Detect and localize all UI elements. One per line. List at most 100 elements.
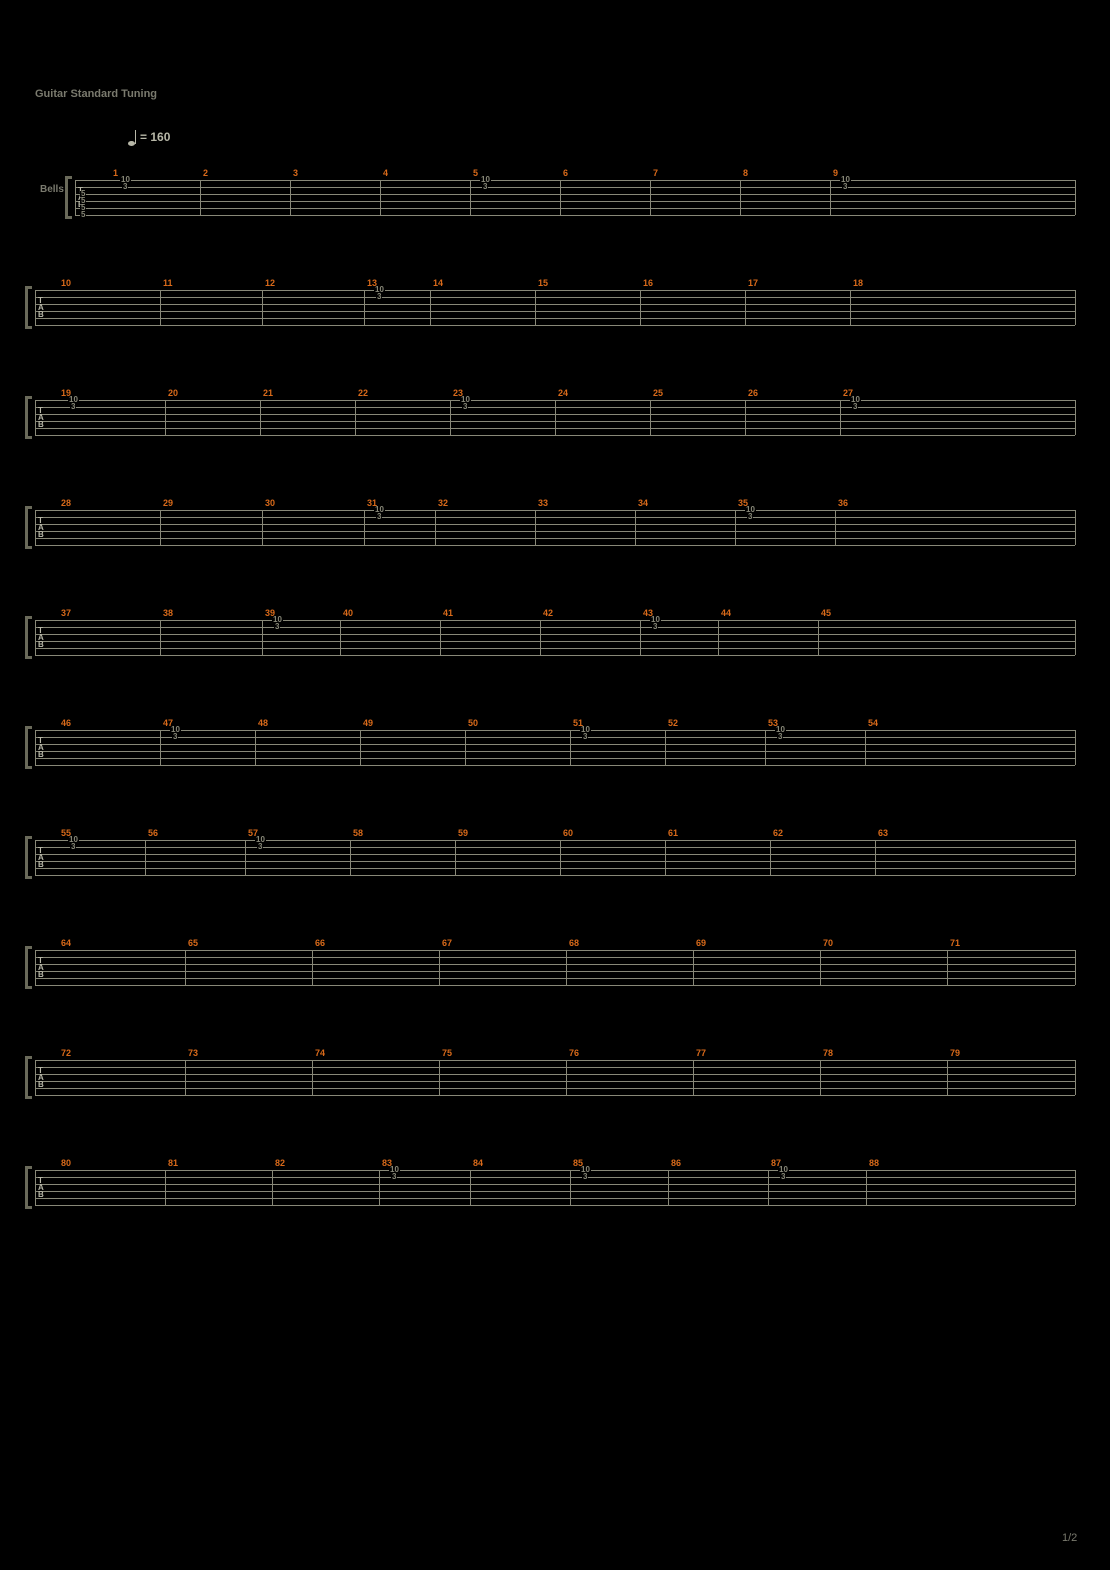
staff-line [35,957,1075,958]
staff-line [75,194,1075,195]
barline [1075,840,1076,875]
barline [340,620,341,655]
tab-clef: TAB [38,517,44,538]
bar-number: 69 [696,938,706,948]
bar-number: 59 [458,828,468,838]
staff-line [35,1067,1075,1068]
staff-line [35,1081,1075,1082]
bar-number: 3 [293,168,298,178]
barline [200,180,201,215]
barline [865,730,866,765]
barline [745,400,746,435]
barline [160,510,161,545]
barline [560,840,561,875]
staff-line [35,985,1075,986]
staff-line [35,1198,1075,1199]
barline [650,400,651,435]
barline [947,950,948,985]
fret-number: 3 [391,1174,397,1180]
barline [145,840,146,875]
barline [770,840,771,875]
system-bracket [25,616,32,659]
tab-clef: TAB [38,1177,44,1198]
bar-number: 50 [468,718,478,728]
bar-number: 60 [563,828,573,838]
system-bracket [25,946,32,989]
staff-line [35,641,1075,642]
staff-line [35,730,1075,731]
staff-line [35,318,1075,319]
barline [718,620,719,655]
barline [665,730,666,765]
barline [668,1170,669,1205]
barline [947,1060,948,1095]
tab-system: TAB101112131031415161718 [0,275,1110,340]
bar-number: 46 [61,718,71,728]
bar-number: 67 [442,938,452,948]
tab-system: TAB7273747576777879 [0,1045,1110,1110]
barline [566,1060,567,1095]
bar-number: 33 [538,498,548,508]
barline [255,730,256,765]
staff-line [35,950,1075,951]
barline [570,730,571,765]
staff-line [35,1060,1075,1061]
tab-system: TAB551035657103585960616263 [0,825,1110,890]
barline [1075,1060,1076,1095]
staff-line [35,1177,1075,1178]
staff-line [35,538,1075,539]
bar-number: 6 [563,168,568,178]
staff-line [35,854,1075,855]
staff-line [35,531,1075,532]
barline [740,180,741,215]
bar-number: 21 [263,388,273,398]
barline [355,400,356,435]
bar-number: 17 [748,278,758,288]
bar-number: 1 [113,168,118,178]
staff-line [35,627,1075,628]
barline [465,730,466,765]
barline [745,290,746,325]
barline [312,950,313,985]
fret-number: 3 [257,844,263,850]
bar-number: 4 [383,168,388,178]
system-bracket [25,1166,32,1209]
barline [830,180,831,215]
fret-number: 3 [70,404,76,410]
bar-number: 41 [443,608,453,618]
bar-number: 38 [163,608,173,618]
staff-line [35,847,1075,848]
staff-line [35,648,1075,649]
staff-line [75,201,1075,202]
bar-number: 8 [743,168,748,178]
bar-number: 70 [823,938,833,948]
barline [35,1060,36,1095]
bar-number: 7 [653,168,658,178]
barline [1075,510,1076,545]
barline [535,510,536,545]
bar-number: 12 [265,278,275,288]
barline [570,1170,571,1205]
fret-number: 3 [780,1174,786,1180]
staff-line [35,510,1075,511]
bar-number: 16 [643,278,653,288]
tab-system: TAB373839103404142431034445 [0,605,1110,670]
barline [430,290,431,325]
fret-number: 3 [172,734,178,740]
fret-number: 3 [482,184,488,190]
bar-number: 80 [61,1158,71,1168]
bar-number: 25 [653,388,663,398]
barline [555,400,556,435]
barline [1075,180,1076,215]
system-bracket [25,286,32,329]
bar-number: 74 [315,1048,325,1058]
bar-number: 84 [473,1158,483,1168]
tab-system: TAB464710348495051103525310354 [0,715,1110,780]
barline [768,1170,769,1205]
bar-number: 75 [442,1048,452,1058]
fret-number: 3 [462,404,468,410]
barline [35,840,36,875]
barline [35,730,36,765]
tuning-label: Guitar Standard Tuning [35,88,157,100]
barline [439,1060,440,1095]
